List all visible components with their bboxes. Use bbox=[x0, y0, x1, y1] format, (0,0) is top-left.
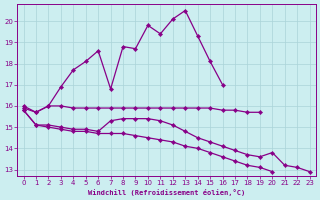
X-axis label: Windchill (Refroidissement éolien,°C): Windchill (Refroidissement éolien,°C) bbox=[88, 189, 245, 196]
